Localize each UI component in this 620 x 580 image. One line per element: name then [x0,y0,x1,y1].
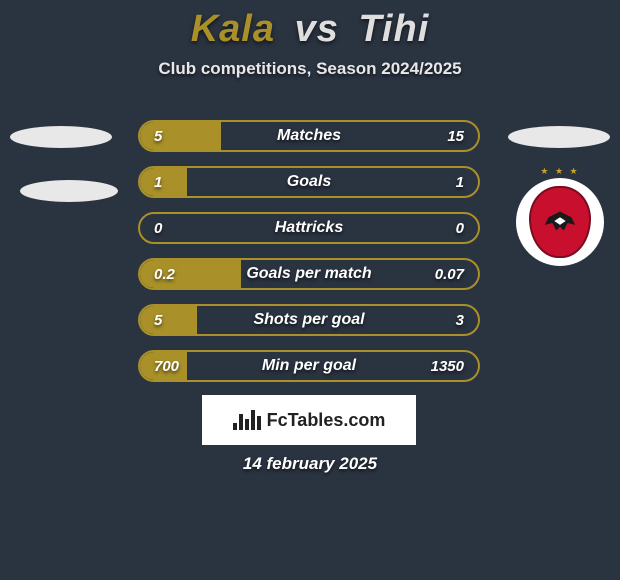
player1-name: Kala [191,8,275,50]
stat-row: 1Goals1 [138,166,480,198]
player2-badge-placeholder-top [508,126,610,148]
stat-row: 0.2Goals per match0.07 [138,258,480,290]
date-label: 14 february 2025 [0,454,620,474]
fctables-link[interactable]: FcTables.com [202,395,416,445]
crest-stars-icon: ★ ★ ★ [516,166,604,177]
player1-badge-placeholder-top [10,126,112,148]
stat-row: 0Hattricks0 [138,212,480,244]
eagle-icon [541,207,579,237]
stat-right-value: 0.07 [435,260,464,288]
stat-label: Goals [140,168,478,196]
stat-right-value: 15 [447,122,464,150]
stat-label: Goals per match [140,260,478,288]
stat-label: Hattricks [140,214,478,242]
header: Kala vs Tihi Club competitions, Season 2… [0,0,620,79]
stat-right-value: 0 [456,214,464,242]
bar-chart-icon [233,410,261,430]
player1-badge-placeholder-bottom [20,180,118,202]
vs-label: vs [295,8,339,50]
stats-container: 5Matches15 1Goals1 0Hattricks0 0.2Goals per… [138,120,480,396]
stat-right-value: 3 [456,306,464,334]
player2-name: Tihi [358,8,429,50]
stat-row: 5Matches15 [138,120,480,152]
stat-label: Min per goal [140,352,478,380]
stat-right-value: 1350 [431,352,464,380]
club-crest: ★ ★ ★ [516,178,604,266]
stat-label: Shots per goal [140,306,478,334]
fctables-text: FcTables.com [267,410,386,431]
subtitle: Club competitions, Season 2024/2025 [0,59,620,79]
stat-row: 5Shots per goal3 [138,304,480,336]
stat-right-value: 1 [456,168,464,196]
title: Kala vs Tihi [0,8,620,51]
stat-row: 700Min per goal1350 [138,350,480,382]
crest-shield [529,186,591,258]
stat-label: Matches [140,122,478,150]
